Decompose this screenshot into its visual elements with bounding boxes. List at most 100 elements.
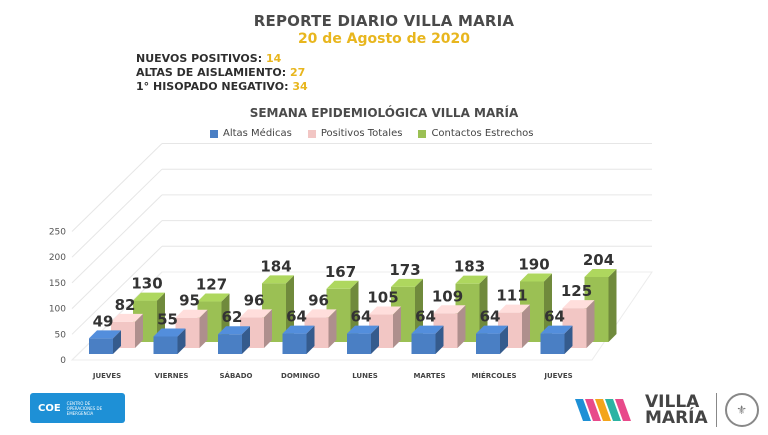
x-tick-label: MARTES — [413, 372, 445, 380]
stats-block: NUEVOS POSITIVOS: 14 ALTAS DE AISLAMIENT… — [136, 52, 308, 94]
stat-value: 14 — [265, 52, 282, 65]
report-date: 20 de Agosto de 2020 — [297, 31, 471, 47]
bar-top — [326, 280, 359, 289]
bar-top — [89, 330, 121, 339]
stat-label: NUEVOS POSITIVOS: — [136, 52, 263, 65]
bar-top — [304, 309, 337, 318]
bar-front — [476, 333, 500, 354]
y-tick-label: 150 — [49, 279, 66, 289]
data-label: 183 — [454, 258, 485, 276]
data-label: 105 — [367, 289, 398, 307]
bar-side — [564, 325, 573, 354]
bar-side — [199, 309, 208, 348]
chart-floor — [70, 271, 653, 361]
bar — [411, 325, 444, 354]
brand-line: MARÍA — [645, 408, 708, 428]
data-label: 96 — [308, 291, 329, 309]
stat-label: 1° HISOPADO NEGATIVO: — [136, 80, 289, 93]
bar-side — [457, 305, 466, 348]
y-tick-label: 100 — [49, 305, 66, 315]
data-label: 130 — [131, 275, 162, 293]
y-tick-label: 50 — [55, 330, 67, 340]
bar-top — [540, 325, 573, 334]
data-label: 190 — [518, 255, 549, 273]
bar-top — [175, 309, 208, 318]
bar-side — [306, 325, 315, 354]
bar — [520, 273, 552, 342]
legend-label: Contactos Estrechos — [431, 128, 534, 139]
bar — [218, 326, 250, 354]
bar-side — [393, 306, 401, 348]
bar-top — [153, 328, 186, 337]
brand-line: VILLA — [645, 392, 700, 412]
legend-label: Altas Médicas — [223, 128, 292, 139]
bar-top — [133, 292, 165, 301]
legend-item-altas: Altas Médicas — [210, 128, 292, 139]
data-label: 64 — [480, 308, 501, 326]
data-label: 109 — [432, 287, 463, 305]
data-label: 127 — [196, 276, 227, 294]
x-tick-label: JUEVES — [92, 372, 121, 380]
gridline-depth — [71, 143, 163, 232]
bar-side — [177, 328, 186, 354]
chart-legend: Altas Médicas Positivos Totales Contacto… — [210, 128, 534, 139]
bar-side — [264, 309, 272, 348]
bar-front — [282, 333, 307, 354]
data-label: 173 — [389, 261, 420, 279]
data-label: 64 — [286, 308, 307, 326]
bar-front — [89, 338, 113, 354]
bar-side — [135, 313, 143, 348]
chart-bars — [89, 268, 617, 354]
bar — [282, 325, 315, 354]
data-label: 55 — [157, 310, 178, 328]
coe-logo-text: COE — [38, 402, 61, 414]
bar-top — [476, 325, 508, 334]
bar-top — [562, 300, 595, 309]
gridline-depth — [71, 168, 163, 258]
bar-top — [240, 309, 272, 318]
bar-top — [347, 325, 379, 334]
stat-first-swab-negative: 1° HISOPADO NEGATIVO: 34 — [136, 80, 308, 94]
bar-side — [435, 325, 444, 354]
legend-swatch — [418, 129, 427, 138]
gridline-depth — [71, 245, 163, 335]
bar-top — [262, 275, 294, 284]
legend-item-positivos: Positivos Totales — [307, 128, 403, 139]
data-label: 204 — [583, 251, 614, 269]
x-tick-label: VIERNES — [155, 372, 189, 380]
data-label: 95 — [179, 292, 200, 310]
bar-side — [500, 325, 508, 354]
data-label: 96 — [244, 291, 265, 309]
bar-top — [282, 325, 315, 334]
legend-label: Positivos Totales — [320, 128, 403, 139]
gridline-depth — [71, 220, 163, 309]
brand-name: VILLA MARÍA — [645, 392, 708, 428]
chart-data-labels: 130 127 184 167 173 183 190 204 82 95 96 96 105 109 11… — [93, 251, 615, 330]
bar-top — [411, 325, 444, 334]
bar-top — [369, 306, 401, 315]
data-label: 82 — [115, 296, 136, 314]
logo-divider — [715, 393, 717, 427]
bar-side — [586, 300, 595, 348]
bar-top — [498, 304, 530, 313]
bar-top — [455, 275, 488, 284]
bar-side — [242, 326, 250, 354]
stat-isolation-discharges: ALTAS DE AISLAMIENTO: 27 — [136, 66, 308, 80]
coe-logo: COE CENTRO DE OPERACIONES DE EMERGENCIA — [30, 393, 125, 423]
stat-new-positives: NUEVOS POSITIVOS: 14 — [136, 52, 308, 66]
bar — [89, 330, 121, 354]
bar-front — [411, 333, 436, 354]
y-tick-label: 200 — [49, 253, 66, 263]
bar-side — [522, 304, 530, 348]
bar-side — [113, 330, 121, 354]
stat-value: 27 — [290, 66, 306, 79]
data-label: 111 — [496, 287, 527, 305]
bar — [347, 325, 379, 354]
bar-top — [433, 305, 466, 314]
city-seal-icon: ⚜ — [724, 393, 759, 427]
bar-top — [218, 326, 250, 335]
bar-top — [197, 293, 230, 302]
bar-side — [286, 275, 294, 342]
bar-top — [584, 268, 617, 277]
data-label: 64 — [544, 308, 565, 326]
